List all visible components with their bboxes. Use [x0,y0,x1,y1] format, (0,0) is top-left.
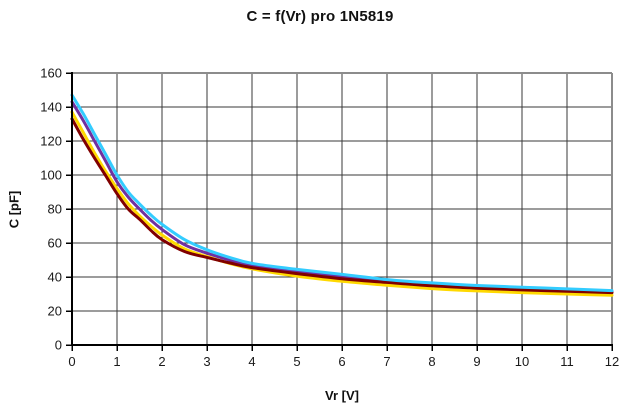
x-tick-label: 8 [428,354,435,369]
x-tick-label: 2 [158,354,165,369]
series-line-cyan [70,93,614,293]
y-tick-label: 120 [40,134,62,149]
x-tick-label: 1 [113,354,120,369]
x-tick-label: 10 [515,354,529,369]
y-tick-label: 0 [55,338,62,353]
x-tick-label: 11 [560,354,574,369]
y-axis-label: C [pF] [6,190,22,229]
y-tick-label: 160 [40,66,62,81]
x-tick-label: 9 [473,354,480,369]
y-tick-label: 60 [48,236,62,251]
x-tick-label: 3 [203,354,210,369]
x-tick-label: 5 [293,354,300,369]
y-tick-label: 40 [48,270,62,285]
y-tick-label: 140 [40,100,62,115]
y-tick-label: 20 [48,304,62,319]
x-tick-label: 6 [338,354,345,369]
y-tick-label: 80 [48,202,62,217]
chart-title: C = f(Vr) pro 1N5819 [246,8,394,25]
x-tick-label: 12 [605,354,619,369]
x-tick-label: 4 [248,354,255,369]
y-tick-label: 100 [40,168,62,183]
x-tick-label: 7 [383,354,390,369]
series-line-dark-red [70,117,614,295]
x-axis-label: Vr [V] [325,388,359,403]
x-tick-label: 0 [68,354,75,369]
